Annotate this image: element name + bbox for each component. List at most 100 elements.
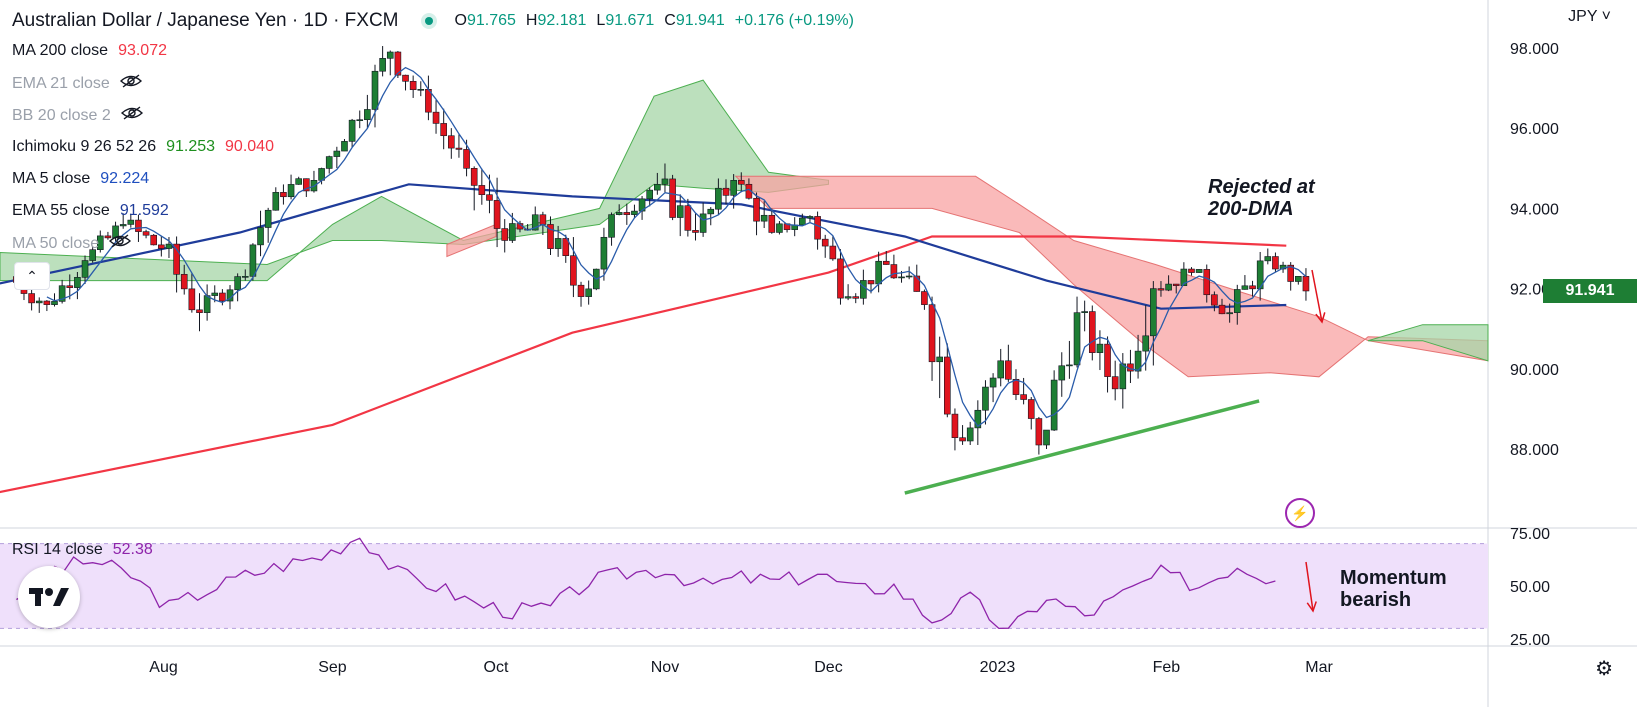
time-tick-label: Dec: [814, 659, 842, 676]
candle-body: [1020, 394, 1027, 400]
candle-body: [295, 178, 302, 185]
candle-body: [707, 208, 715, 215]
annotation-rejected-line1: Rejected at: [1208, 176, 1315, 198]
candle-body: [631, 210, 638, 215]
candle-body: [501, 228, 509, 241]
candle-body: [58, 285, 66, 302]
high-value: 92.181: [537, 12, 587, 29]
rsi-legend-name: RSI 14 close: [12, 541, 103, 558]
candle-body: [51, 301, 58, 305]
candle-body: [341, 141, 348, 152]
candle-body: [394, 51, 402, 76]
annotation-rejected: Rejected at 200-DMA: [1208, 176, 1315, 220]
candle-body: [1287, 264, 1294, 282]
candle-body: [1035, 418, 1043, 446]
candle-body: [249, 244, 257, 277]
indicator-legend-6[interactable]: MA 50 close: [12, 234, 132, 253]
low-label: L: [596, 12, 606, 29]
price-tick-label: 96.000: [1510, 121, 1559, 138]
candle-body: [119, 224, 127, 227]
annotation-momentum-line1: Momentum: [1340, 567, 1447, 589]
candle-body: [66, 285, 74, 288]
candle-body: [684, 205, 692, 231]
candle-body: [1027, 399, 1035, 419]
time-tick-label: Oct: [484, 659, 509, 676]
indicator-legend-5[interactable]: EMA 55 close 91.592: [12, 202, 169, 220]
candle-body: [142, 231, 150, 236]
price-tick-label: 98.000: [1510, 41, 1559, 58]
candle-body: [234, 276, 241, 291]
tradingview-logo[interactable]: [18, 566, 80, 628]
candle-body: [989, 377, 997, 388]
candle-body: [692, 230, 699, 233]
candle-body: [241, 276, 249, 278]
hidden-eye-icon[interactable]: [109, 234, 132, 253]
candle-body: [715, 187, 722, 210]
indicator-name: EMA 21 close: [12, 74, 110, 92]
collapse-legend-button[interactable]: ⌃: [14, 262, 50, 290]
rsi-legend-value: 52.38: [112, 541, 153, 558]
candle-body: [417, 89, 425, 91]
hidden-eye-icon[interactable]: [120, 106, 143, 125]
candle-body: [936, 356, 943, 363]
candle-body: [486, 194, 493, 201]
candle-body: [608, 214, 615, 238]
candle-body: [280, 192, 287, 198]
candle-body: [1172, 283, 1180, 286]
candle-body: [1195, 269, 1203, 273]
candle-body: [654, 184, 661, 191]
candle-body: [753, 197, 760, 222]
candle-body: [364, 109, 371, 121]
price-tick-label: 88.000: [1510, 442, 1559, 459]
indicator-name: MA 200 close: [12, 42, 109, 59]
candle-body: [1134, 350, 1142, 372]
candle-body: [966, 427, 974, 442]
last-price-label: 91.941: [1543, 279, 1637, 303]
candle-body: [1088, 311, 1096, 353]
candle-body: [1302, 276, 1310, 292]
candle-body: [623, 212, 631, 215]
candle-body: [1043, 429, 1050, 446]
candle-body: [173, 243, 180, 275]
candle-body: [898, 276, 905, 279]
ichimoku-cloud-bullish-2: [1367, 324, 1489, 362]
symbol-title[interactable]: Australian Dollar / Japanese Yen · 1D · …: [12, 10, 399, 31]
indicator-legend-0[interactable]: MA 200 close 93.072: [12, 42, 167, 60]
candle-body: [432, 111, 440, 124]
high-label: H: [525, 12, 538, 29]
candle-body: [944, 356, 951, 415]
candle-body: [448, 135, 455, 149]
candle-body: [348, 119, 356, 142]
candle-body: [180, 274, 188, 290]
candle-body: [760, 214, 768, 222]
candle-body: [257, 227, 264, 246]
candle-body: [158, 244, 165, 249]
candle-body: [997, 360, 1005, 379]
candle-body: [455, 147, 463, 150]
candle-body: [325, 156, 333, 169]
candle-body: [722, 187, 730, 196]
rsi-legend[interactable]: RSI 14 close 52.38: [12, 541, 153, 559]
indicator-legend-3[interactable]: Ichimoku 9 26 52 26 91.253 90.040: [12, 138, 274, 156]
candle-body: [35, 300, 43, 304]
rsi-tick-label: 25.00: [1510, 632, 1550, 649]
candle-body: [333, 150, 341, 157]
indicator-legend-2[interactable]: BB 20 close 2: [12, 106, 143, 125]
candle-body: [615, 212, 623, 215]
candle-body: [440, 123, 447, 137]
indicator-legend-4[interactable]: MA 5 close 92.224: [12, 170, 149, 188]
currency-selector[interactable]: JPY ˅: [1568, 8, 1611, 25]
events-lightning-icon[interactable]: ⚡: [1285, 498, 1315, 528]
candle-body: [806, 216, 814, 219]
hidden-eye-icon[interactable]: [119, 74, 142, 93]
indicator-legend-1[interactable]: EMA 21 close: [12, 74, 142, 93]
annotation-rejected-line2: 200-DMA: [1208, 198, 1294, 220]
candle-body: [287, 184, 295, 198]
candle-body: [127, 219, 135, 225]
candle-body: [913, 275, 921, 292]
candle-body: [379, 58, 386, 72]
candle-body: [814, 216, 821, 240]
settings-gear-icon[interactable]: ⚙: [1595, 658, 1613, 680]
indicator-value: 92.224: [100, 170, 150, 187]
